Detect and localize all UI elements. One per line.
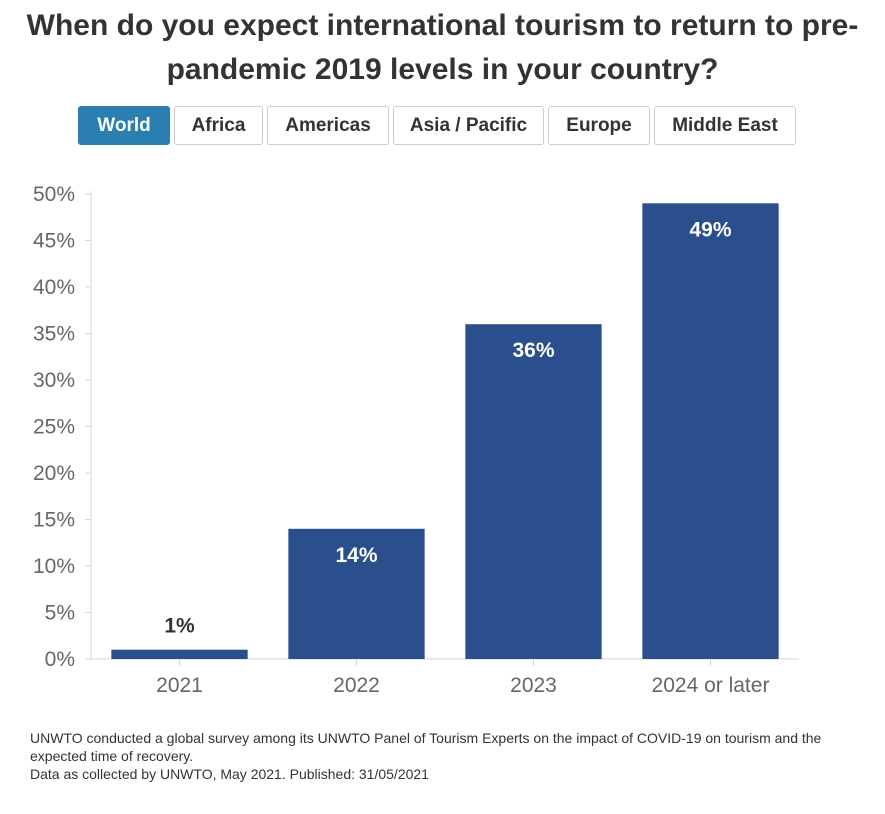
bar-value-label: 1% [164,615,195,638]
tab-world[interactable]: World [78,106,170,145]
x-tick-label: 2023 [510,674,557,697]
y-tick-label: 25% [33,416,75,439]
bar-2021 [111,649,248,659]
y-tick-label: 50% [33,183,75,206]
bar-value-label: 36% [512,339,554,362]
x-tick-label: 2024 or later [652,674,770,697]
tab-asia-pacific[interactable]: Asia / Pacific [393,106,544,145]
x-tick-label: 2022 [333,674,380,697]
y-tick-label: 0% [45,648,75,671]
footnote: UNWTO conducted a global survey among it… [30,729,860,783]
tab-africa[interactable]: Africa [174,106,263,145]
tab-americas[interactable]: Americas [267,106,389,145]
y-tick-label: 5% [45,602,75,625]
chart-title: When do you expect international tourism… [26,9,859,86]
y-tick-label: 35% [33,323,75,346]
bar-2023 [465,324,602,659]
bar-chart: 0% 5% 10% 15% 20% 25% 30% 35% 40% 45% 50% 2021 1% 202… [33,183,799,697]
footnote-source: Data as collected by UNWTO, May 2021. Pu… [30,766,429,782]
y-tick-label: 30% [33,369,75,392]
bar-2024-or-later [642,203,779,660]
x-tick-label: 2021 [156,674,203,697]
bar-value-label: 49% [689,218,731,241]
y-tick-label: 10% [33,555,75,578]
footnote-description: UNWTO conducted a global survey among it… [30,730,822,764]
bar-2022 [288,528,425,659]
y-tick-label: 15% [33,509,75,532]
tab-middle-east[interactable]: Middle East [654,106,796,145]
y-tick-label: 45% [33,230,75,253]
region-tabs: World Africa Americas Asia / Pacific Eur… [78,106,796,145]
bar-value-label: 14% [335,544,377,567]
y-tick-label: 20% [33,462,75,485]
y-tick-label: 40% [33,276,75,299]
tab-europe[interactable]: Europe [548,106,650,145]
